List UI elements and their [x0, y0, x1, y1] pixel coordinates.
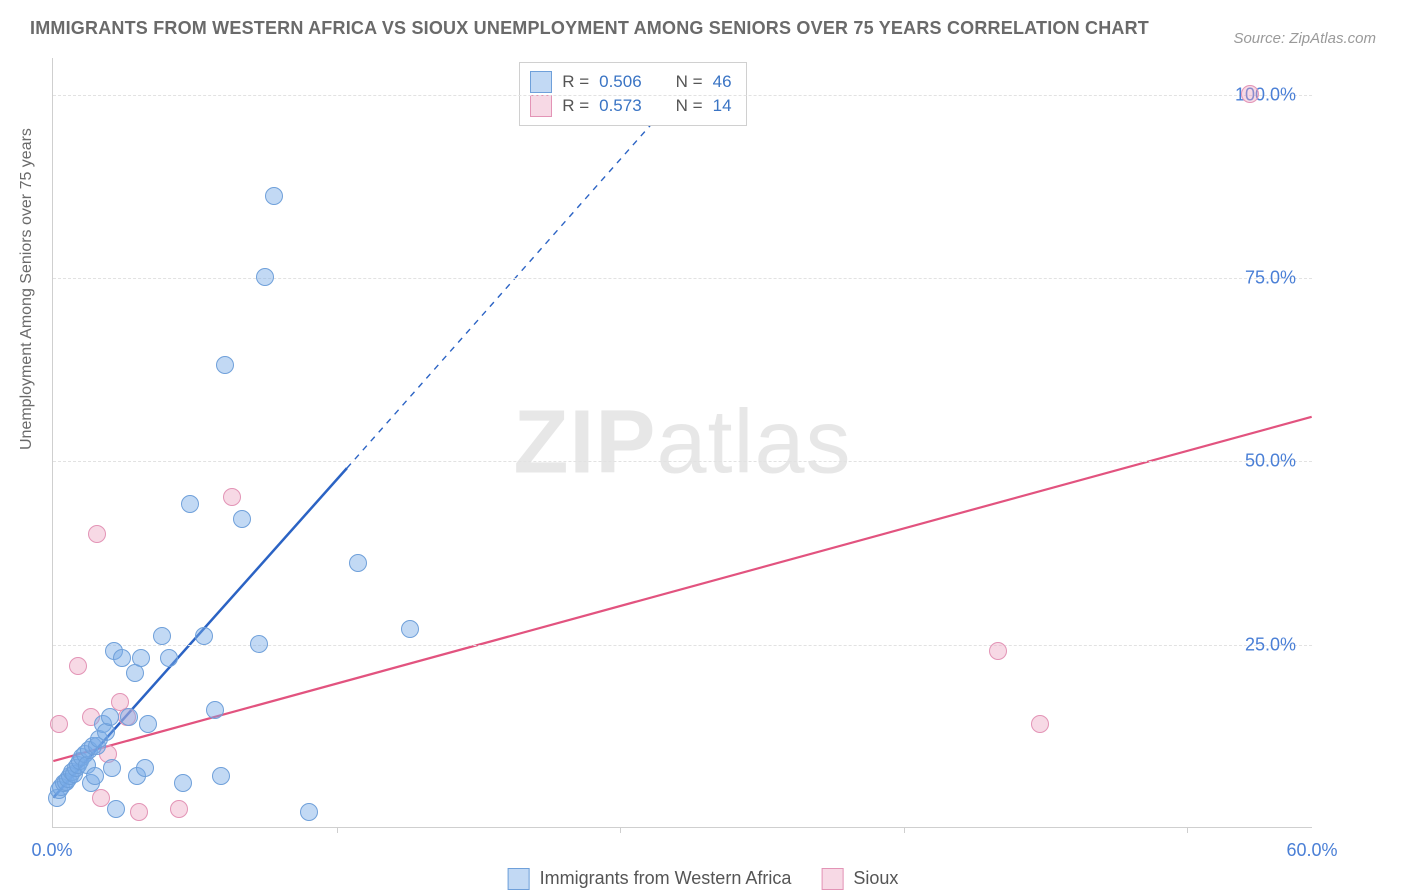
data-point-sioux — [223, 488, 241, 506]
data-point-western-africa — [256, 268, 274, 286]
y-axis-label: Unemployment Among Seniors over 75 years — [18, 128, 36, 450]
y-tick-label: 25.0% — [1245, 634, 1296, 655]
gridline-h — [53, 645, 1312, 646]
data-point-western-africa — [250, 635, 268, 653]
trendlines — [53, 58, 1312, 827]
r-label: R = — [562, 96, 589, 116]
data-point-western-africa — [153, 627, 171, 645]
data-point-western-africa — [216, 356, 234, 374]
data-point-sioux — [88, 525, 106, 543]
data-point-western-africa — [113, 649, 131, 667]
data-point-western-africa — [195, 627, 213, 645]
source-credit: Source: ZipAtlas.com — [1233, 30, 1376, 47]
data-point-western-africa — [233, 510, 251, 528]
data-point-sioux — [1031, 715, 1049, 733]
y-tick-label: 75.0% — [1245, 268, 1296, 289]
r-value-b: 0.573 — [599, 96, 642, 116]
swatch-a — [530, 71, 552, 93]
data-point-sioux — [1241, 85, 1259, 103]
legend-item-b: Sioux — [821, 868, 898, 890]
scatter-plot: ZIPatlas R = 0.506 N = 46 R = 0.573 N = … — [52, 58, 1312, 828]
swatch-a-icon — [508, 868, 530, 890]
legend-row-a: R = 0.506 N = 46 — [530, 71, 731, 93]
x-tick-label: 60.0% — [1286, 840, 1337, 861]
data-point-sioux — [69, 657, 87, 675]
series-legend: Immigrants from Western Africa Sioux — [508, 868, 899, 890]
data-point-sioux — [50, 715, 68, 733]
legend-label-a: Immigrants from Western Africa — [540, 868, 792, 888]
data-point-western-africa — [160, 649, 178, 667]
x-tick-mark — [337, 827, 338, 833]
legend-row-b: R = 0.573 N = 14 — [530, 95, 731, 117]
data-point-western-africa — [120, 708, 138, 726]
r-label: R = — [562, 72, 589, 92]
data-point-western-africa — [136, 759, 154, 777]
gridline-h — [53, 95, 1312, 96]
data-point-western-africa — [212, 767, 230, 785]
legend-label-b: Sioux — [853, 868, 898, 888]
chart-title: IMMIGRANTS FROM WESTERN AFRICA VS SIOUX … — [30, 18, 1149, 39]
data-point-western-africa — [300, 803, 318, 821]
data-point-sioux — [130, 803, 148, 821]
data-point-western-africa — [101, 708, 119, 726]
x-tick-mark — [1187, 827, 1188, 833]
data-point-western-africa — [181, 495, 199, 513]
n-label: N = — [676, 72, 703, 92]
data-point-sioux — [989, 642, 1007, 660]
swatch-b-icon — [821, 868, 843, 890]
legend-item-a: Immigrants from Western Africa — [508, 868, 792, 890]
x-tick-label: 0.0% — [31, 840, 72, 861]
gridline-h — [53, 278, 1312, 279]
data-point-western-africa — [401, 620, 419, 638]
x-tick-mark — [620, 827, 621, 833]
data-point-western-africa — [132, 649, 150, 667]
data-point-western-africa — [107, 800, 125, 818]
r-value-a: 0.506 — [599, 72, 642, 92]
n-value-a: 46 — [713, 72, 732, 92]
data-point-western-africa — [349, 554, 367, 572]
data-point-western-africa — [174, 774, 192, 792]
data-point-western-africa — [265, 187, 283, 205]
n-label: N = — [676, 96, 703, 116]
n-value-b: 14 — [713, 96, 732, 116]
watermark: ZIPatlas — [513, 391, 851, 494]
x-tick-mark — [904, 827, 905, 833]
data-point-sioux — [170, 800, 188, 818]
swatch-b — [530, 95, 552, 117]
data-point-western-africa — [206, 701, 224, 719]
data-point-western-africa — [86, 767, 104, 785]
gridline-h — [53, 461, 1312, 462]
data-point-western-africa — [103, 759, 121, 777]
y-tick-label: 50.0% — [1245, 451, 1296, 472]
data-point-western-africa — [139, 715, 157, 733]
